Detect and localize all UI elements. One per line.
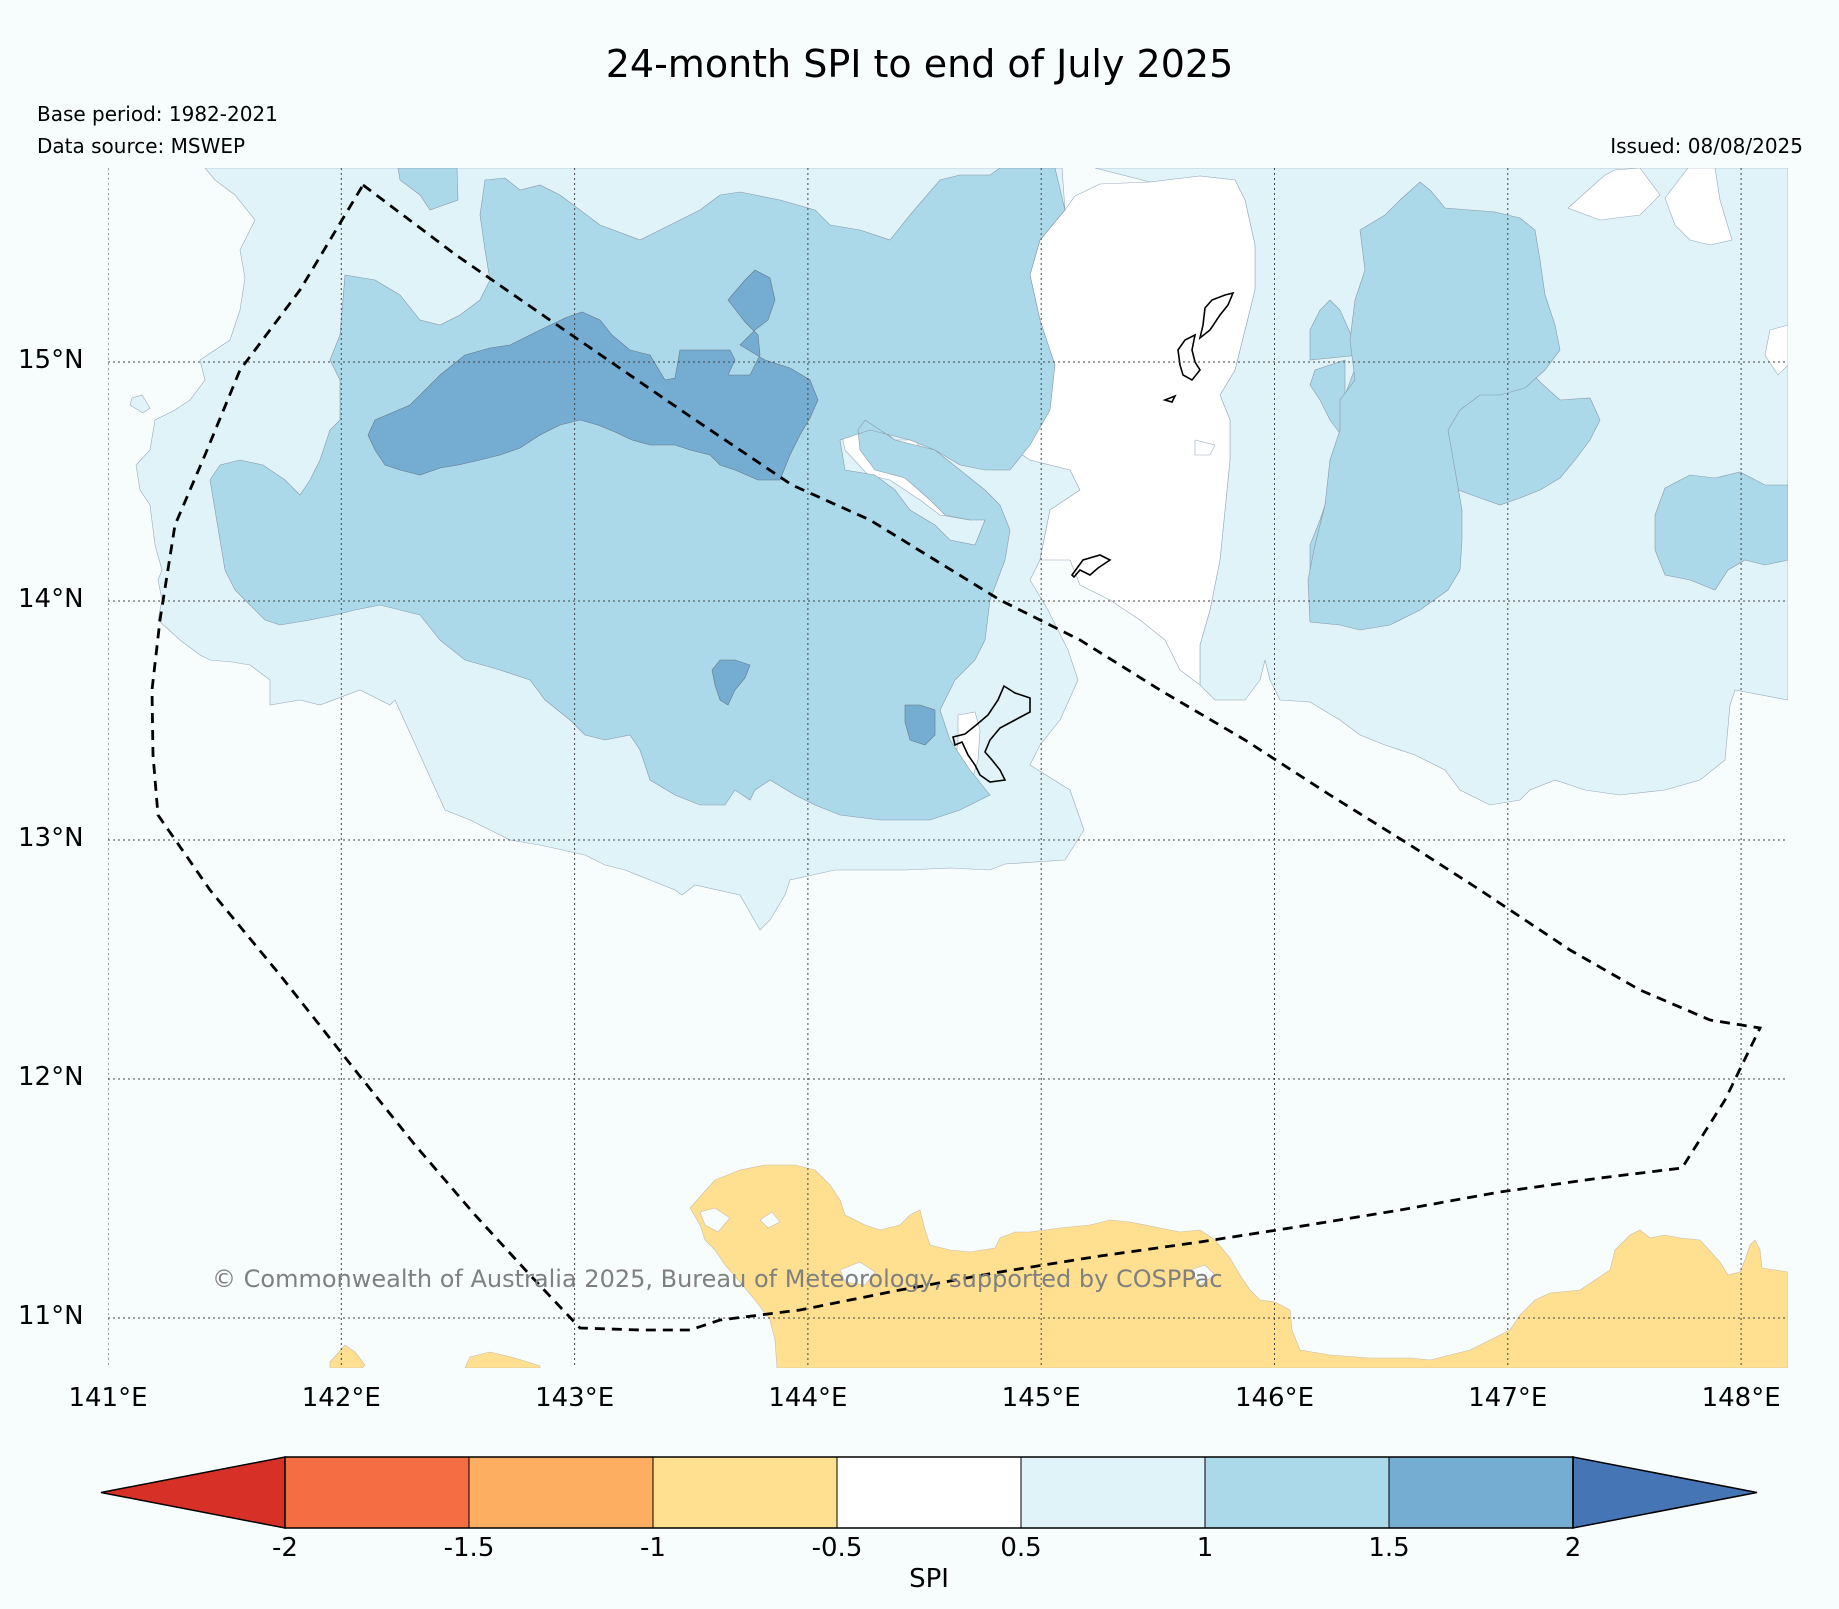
longitude-label: 143°E [535,1383,615,1413]
colorbar-extend-low [100,1456,286,1529]
colorbar-tick-label: 0.5 [1000,1533,1042,1563]
colorbar-tick-label: -1 [640,1533,666,1563]
data-source: Data source: MSWEP [37,134,246,158]
graticule [108,168,1788,1368]
spi-region-1-1.5 [209,168,1788,821]
colorbar-bin [836,1456,1022,1529]
island-coastlines [952,291,1235,783]
longitude-label: 148°E [1701,1383,1781,1413]
longitude-label: 141°E [68,1383,148,1413]
colorbar-tick-label: 1.5 [1368,1533,1410,1563]
latitude-label: 13°N [18,823,84,853]
colorbar-bin [1020,1456,1206,1529]
colorbar-tick-label: -2 [272,1533,298,1563]
longitude-label: 147°E [1468,1383,1548,1413]
spi-region-1.5-2 [367,269,936,746]
colorbar-bin [468,1456,654,1529]
colorbar-bin [1388,1456,1574,1529]
latitude-label: 12°N [18,1062,84,1092]
colorbar-bin [652,1456,838,1529]
spi-region-minus1-minus0.5 [329,1164,1788,1368]
eez-boundary [150,182,1763,1332]
colorbar-bin [1204,1456,1390,1529]
colorbar [100,1456,1758,1529]
map-frame [108,168,1788,1368]
colorbar-bin [284,1456,470,1529]
latitude-label: 15°N [18,345,84,375]
colorbar-outline [284,1456,1574,1529]
colorbar-title: SPI [909,1564,949,1594]
colorbar-tick-label: -1.5 [443,1533,495,1563]
longitude-label: 145°E [1001,1383,1081,1413]
colorbar-tick-label: 1 [1196,1533,1214,1563]
colorbar-extend-high [1572,1456,1758,1529]
colorbar-tick-label: -0.5 [811,1533,863,1563]
base-period: Base period: 1982-2021 [37,102,278,126]
colorbar-tick-label: 2 [1564,1533,1582,1563]
latitude-label: 14°N [18,584,84,614]
issued-date: Issued: 08/08/2025 [1610,134,1803,158]
copyright-notice: © Commonwealth of Australia 2025, Bureau… [212,1265,1223,1293]
longitude-label: 144°E [768,1383,848,1413]
map-title: 24-month SPI to end of July 2025 [605,42,1234,86]
spi-yellow-holes [699,1207,1216,1286]
longitude-label: 142°E [301,1383,381,1413]
longitude-label: 146°E [1234,1383,1315,1413]
latitude-label: 11°N [18,1301,84,1331]
